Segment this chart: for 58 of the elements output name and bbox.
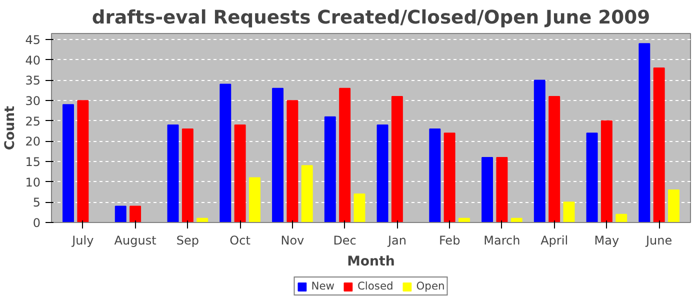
x-tick-label: June: [645, 234, 672, 248]
x-tick-label: Sep: [176, 234, 199, 248]
bar: [482, 156, 494, 222]
x-tick-label: August: [114, 234, 157, 248]
x-tick-label: Dec: [333, 234, 356, 248]
bar: [182, 128, 194, 222]
y-tick-label: 0: [32, 216, 41, 230]
bar: [376, 124, 388, 222]
bar: [668, 189, 680, 222]
y-tick-label: 25: [25, 114, 41, 128]
legend-label: New: [311, 280, 334, 292]
y-tick-label: 35: [25, 74, 41, 88]
legend-label: Open: [416, 280, 445, 292]
bar: [563, 202, 575, 222]
bar: [534, 80, 546, 222]
x-tick-label: Feb: [438, 234, 460, 248]
bar: [354, 194, 366, 222]
y-tick-label: 40: [25, 53, 41, 68]
bar: [444, 132, 456, 222]
bar: [496, 156, 508, 222]
x-tick-label: Nov: [280, 234, 304, 248]
y-tick-label: 10: [25, 175, 41, 190]
y-tick-label: 30: [25, 94, 41, 108]
bar: [234, 124, 246, 222]
bar: [220, 84, 232, 222]
x-axis-title: Month: [347, 254, 395, 270]
y-tick-label: 15: [25, 155, 41, 170]
y-tick-label: 45: [25, 33, 41, 48]
bar: [548, 96, 560, 222]
bar: [600, 120, 612, 222]
bar: [429, 128, 441, 222]
bar: [638, 43, 650, 222]
bar: [130, 206, 142, 222]
x-tick-label: May: [594, 234, 620, 248]
legend-label: Closed: [357, 280, 394, 292]
bar: [114, 206, 126, 222]
bar: [62, 104, 74, 222]
y-axis-title: Count: [3, 105, 18, 150]
bar: [586, 132, 598, 222]
x-tick-label: Jan: [386, 234, 406, 248]
bar: [248, 177, 260, 222]
bar: [616, 214, 628, 222]
y-tick-label: 5: [32, 196, 41, 210]
x-tick-label: March: [484, 234, 520, 248]
x-tick-label: July: [71, 234, 94, 248]
x-tick-label: Oct: [230, 234, 251, 248]
chart-title: drafts-eval Requests Created/Closed/Open June 2009: [92, 8, 650, 28]
x-tick-label: April: [540, 234, 568, 248]
bar: [391, 96, 403, 222]
bar: [167, 124, 179, 222]
bar: [272, 88, 284, 222]
bar: [653, 68, 665, 222]
bar: [301, 165, 313, 222]
bar: [77, 100, 89, 222]
bar: [286, 100, 298, 222]
bar: [339, 88, 351, 222]
y-tick-label: 20: [25, 134, 41, 149]
bar: [324, 116, 336, 222]
